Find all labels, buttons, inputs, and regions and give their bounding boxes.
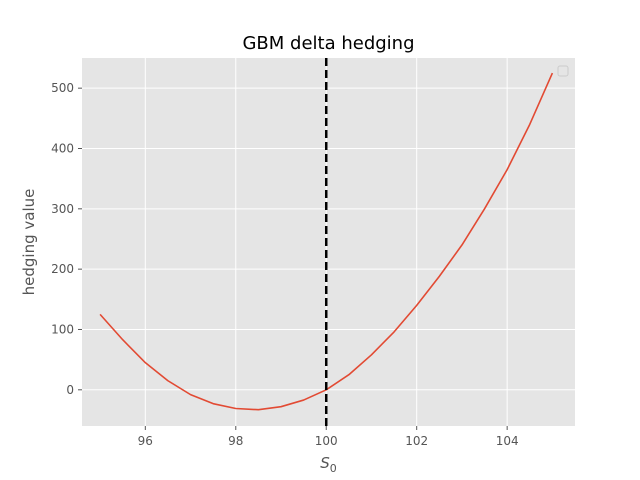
chart-title: GBM delta hedging <box>242 33 414 54</box>
x-tick-label: 98 <box>228 434 243 448</box>
y-axis-label: hedging value <box>20 189 38 296</box>
y-tick-label: 300 <box>51 202 74 216</box>
x-tick-label: 96 <box>138 434 153 448</box>
x-axis-label-subscript: 0 <box>330 462 337 475</box>
x-tick-label: 104 <box>496 434 519 448</box>
y-tick-label: 500 <box>51 81 74 95</box>
grid <box>82 58 575 426</box>
x-tick-label: 102 <box>405 434 428 448</box>
x-axis-label: S0 <box>320 454 337 475</box>
y-tick-label: 200 <box>51 262 74 276</box>
y-tick-label: 100 <box>51 322 74 336</box>
y-tick-label: 400 <box>51 141 74 155</box>
legend[interactable] <box>557 65 569 77</box>
x-tick-label: 100 <box>315 434 338 448</box>
y-tick-label: 0 <box>66 383 74 397</box>
x-axis-label-main: S <box>320 454 330 472</box>
tick-labels: 96 98 100 102 104 0 100 200 300 400 500 <box>51 81 519 448</box>
plot-area <box>82 58 575 426</box>
